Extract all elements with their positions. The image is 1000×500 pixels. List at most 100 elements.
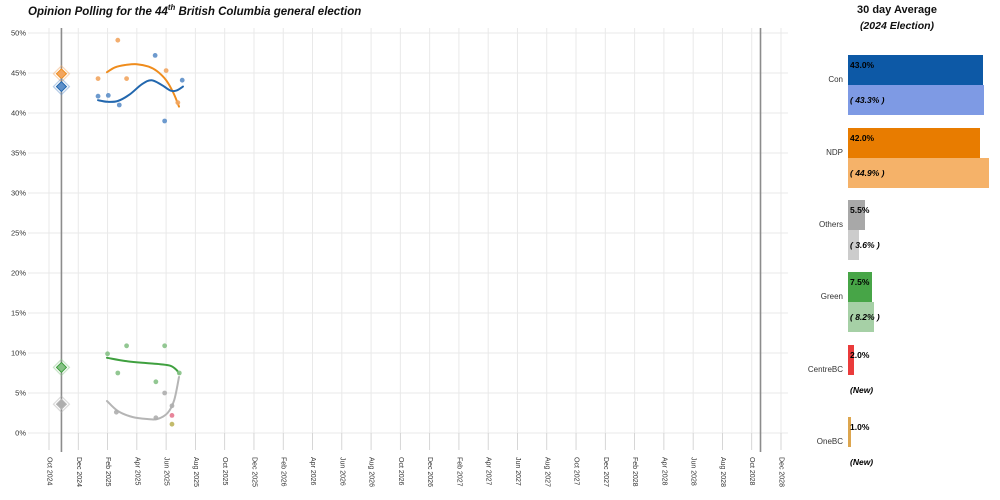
legend-party-label-others: Others xyxy=(818,220,843,229)
x-tick-label: Aug 2025 xyxy=(192,457,199,487)
election-diamond-halo-green xyxy=(52,358,71,377)
x-tick-label: Dec 2027 xyxy=(602,457,609,487)
legend-avg-value-ndp: 42.0% xyxy=(850,133,875,143)
poll-point-green xyxy=(162,343,168,349)
x-tick-label: Oct 2025 xyxy=(221,457,228,486)
poll-point-green xyxy=(105,351,110,357)
poll-point-green xyxy=(153,379,159,385)
x-tick-label: Dec 2025 xyxy=(250,457,257,487)
poll-point-ndp xyxy=(115,37,121,43)
y-tick-label: 40% xyxy=(11,109,26,118)
legend-avg-bar-others xyxy=(848,200,866,230)
legend-election-value-green: ( 8.2% ) xyxy=(850,312,880,322)
poll-point-con xyxy=(116,102,122,108)
legend-election-value-onebc: (New) xyxy=(850,457,874,467)
x-tick-label: Aug 2027 xyxy=(543,457,550,487)
x-tick-label: Oct 2027 xyxy=(573,457,580,486)
poll-point-green xyxy=(115,370,121,376)
legend-title: 30 day Average xyxy=(857,4,937,16)
poll-point-ndp xyxy=(175,100,181,105)
x-tick-label: Feb 2026 xyxy=(280,457,287,487)
poll-point-green xyxy=(124,343,129,349)
poll-point-con xyxy=(105,93,111,98)
poll-point-con xyxy=(152,53,158,58)
legend-election-bar-con xyxy=(848,85,984,115)
x-tick-label: Apr 2028 xyxy=(660,457,667,486)
poll-point-green xyxy=(176,370,182,376)
y-tick-label: 5% xyxy=(15,389,26,398)
y-tick-label: 45% xyxy=(11,69,26,78)
legend-election-bar-green xyxy=(848,302,874,332)
legend-avg-bar-con xyxy=(848,55,984,85)
legend-avg-bar-green xyxy=(848,272,872,302)
legend-party-label-ndp: NDP xyxy=(826,148,843,157)
x-tick-label: Apr 2026 xyxy=(309,457,316,486)
legend-election-bar-ndp xyxy=(848,158,989,188)
poll-point-onebc xyxy=(169,421,175,427)
legend-avg-value-con: 43.0% xyxy=(850,60,875,70)
poll-point-ndp xyxy=(95,76,101,81)
legend-avg-value-others: 5.5% xyxy=(850,205,870,215)
poll-point-ndp xyxy=(124,76,129,81)
legend-election-value-ndp: ( 44.9% ) xyxy=(850,168,885,178)
poll-point-centrebc xyxy=(169,413,175,418)
y-tick-label: 35% xyxy=(11,149,26,158)
y-tick-label: 20% xyxy=(11,269,26,278)
legend-election-value-centrebc: (New) xyxy=(850,385,874,395)
poll-point-ndp xyxy=(163,68,169,73)
y-tick-label: 0% xyxy=(15,429,26,438)
x-tick-label: Jun 2027 xyxy=(514,457,521,486)
legend-avg-value-centrebc: 2.0% xyxy=(850,350,870,360)
election-diamond-halo-con xyxy=(52,77,71,96)
poll-point-con xyxy=(162,118,168,124)
x-tick-label: Oct 2028 xyxy=(748,457,755,486)
legend-election-value-others: ( 3.6% ) xyxy=(850,240,880,250)
x-tick-label: Oct 2026 xyxy=(397,457,404,486)
y-tick-label: 15% xyxy=(11,309,26,318)
trend-line-con xyxy=(97,79,184,103)
legend-election-value-con: ( 43.3% ) xyxy=(850,95,885,105)
x-tick-label: Apr 2025 xyxy=(133,457,140,486)
polling-scatter-plot: Oct 2024 Dec 2024 Feb 2025 Apr 2025 Jun 2025… xyxy=(11,28,788,487)
poll-point-con xyxy=(179,77,185,83)
election-diamond-con xyxy=(55,80,68,93)
chart-title-prefix: Opinion Polling for the 44 xyxy=(28,5,168,18)
legend-party-label-green: Green xyxy=(820,292,843,301)
x-tick-label: Dec 2026 xyxy=(426,457,433,487)
legend-avg-value-green: 7.5% xyxy=(850,277,870,287)
x-tick-label: Aug 2028 xyxy=(719,457,726,487)
y-tick-label: 30% xyxy=(11,189,26,198)
chart-title: Opinion Polling for the 44th British Col… xyxy=(28,3,361,18)
legend-subtitle: (2024 Election) xyxy=(859,20,935,32)
legend-avg-bar-ndp xyxy=(848,128,980,158)
election-diamond-green xyxy=(55,361,68,374)
legend-avg-bar-onebc xyxy=(848,417,852,447)
election-diamond-others xyxy=(55,398,68,410)
y-tick-label: 50% xyxy=(11,29,26,38)
x-tick-label: Oct 2024 xyxy=(46,457,53,486)
legend-election-bar-others xyxy=(848,230,860,260)
legend-party-label-centrebc: CentreBC xyxy=(807,365,843,374)
x-tick-label: Jun 2026 xyxy=(338,457,345,486)
trend-line-ndp xyxy=(105,63,181,108)
x-tick-label: Jun 2028 xyxy=(690,457,697,486)
poll-point-others xyxy=(169,403,175,409)
trend-line-others xyxy=(105,376,181,421)
poll-point-others xyxy=(153,415,159,421)
x-tick-label: Aug 2026 xyxy=(368,457,375,487)
x-tick-label: Feb 2025 xyxy=(104,457,111,487)
x-tick-label: Dec 2028 xyxy=(778,457,785,487)
y-tick-label: 10% xyxy=(11,349,26,358)
x-tick-label: Dec 2024 xyxy=(75,457,82,487)
election-diamond-ndp xyxy=(55,68,68,80)
legend-party-label-con: Con xyxy=(828,75,843,84)
trend-line-green xyxy=(105,356,181,375)
x-tick-label: Feb 2028 xyxy=(631,457,638,487)
legend-avg-value-onebc: 1.0% xyxy=(850,422,870,432)
y-tick-label: 25% xyxy=(11,229,26,238)
election-diamond-halo-others xyxy=(52,395,71,414)
x-tick-label: Feb 2027 xyxy=(455,457,462,487)
poll-point-others xyxy=(113,409,119,415)
x-tick-label: Jun 2025 xyxy=(163,457,170,486)
